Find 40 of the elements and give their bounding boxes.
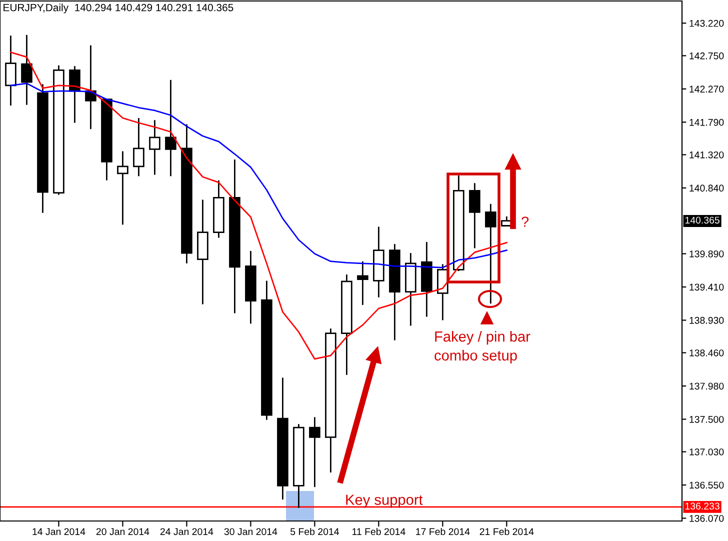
ref-line-label: 136.233 xyxy=(685,502,720,510)
candlestick xyxy=(69,65,80,124)
text: 140.365 xyxy=(685,216,720,224)
candlestick xyxy=(133,117,144,177)
annotation: Fakey / pin bar combo setup xyxy=(434,331,530,364)
annotation: Key support xyxy=(346,494,423,508)
candlestick xyxy=(485,203,496,304)
y-tick-label: 139.410 xyxy=(690,284,724,291)
x-tick-label: 17 Feb 2014 xyxy=(416,528,470,536)
y-tick-label: 136.550 xyxy=(690,482,724,489)
y-tick-label: 138.930 xyxy=(690,316,724,324)
y-tick-label: 137.980 xyxy=(690,382,724,390)
y-tick-label: 136.070 xyxy=(690,514,724,522)
y-tick-label: 137.500 xyxy=(690,416,724,423)
candlestick xyxy=(357,260,368,306)
chart-title: EURJPY,Daily 140.294 140.429 140.291 140.365 xyxy=(4,4,234,14)
x-tick-label: 24 Jan 2014 xyxy=(160,528,214,536)
candlestick xyxy=(21,34,32,106)
y-tick-label: 142.750 xyxy=(690,52,724,60)
candlestick xyxy=(165,79,176,177)
y-tick-label: 140.840 xyxy=(690,184,724,192)
x-tick-label: 30 Jan 2014 xyxy=(224,528,278,536)
x-tick-label: 20 Jan 2014 xyxy=(96,528,150,536)
x-tick-label: 14 Jan 2014 xyxy=(32,528,86,536)
x-tick-label: 21 Feb 2014 xyxy=(480,528,534,536)
y-tick-label: 141.790 xyxy=(690,118,724,126)
candlestick xyxy=(117,150,128,226)
y-tick-label: 139.890 xyxy=(690,250,724,258)
x-tick-label: 11 Feb 2014 xyxy=(352,528,406,536)
candlestick xyxy=(5,34,16,106)
y-tick-label: 142.270 xyxy=(690,86,724,93)
y-tick-label: 143.220 xyxy=(690,20,724,27)
text: ? xyxy=(522,216,529,227)
candlestick xyxy=(309,416,320,488)
y-tick-label: 141.320 xyxy=(690,151,724,158)
x-tick-label: 5 Feb 2014 xyxy=(290,528,339,536)
y-tick-label: 138.460 xyxy=(690,349,724,356)
candlestick xyxy=(469,182,480,249)
candlestick xyxy=(149,119,160,176)
y-tick-label: 137.030 xyxy=(690,448,724,456)
